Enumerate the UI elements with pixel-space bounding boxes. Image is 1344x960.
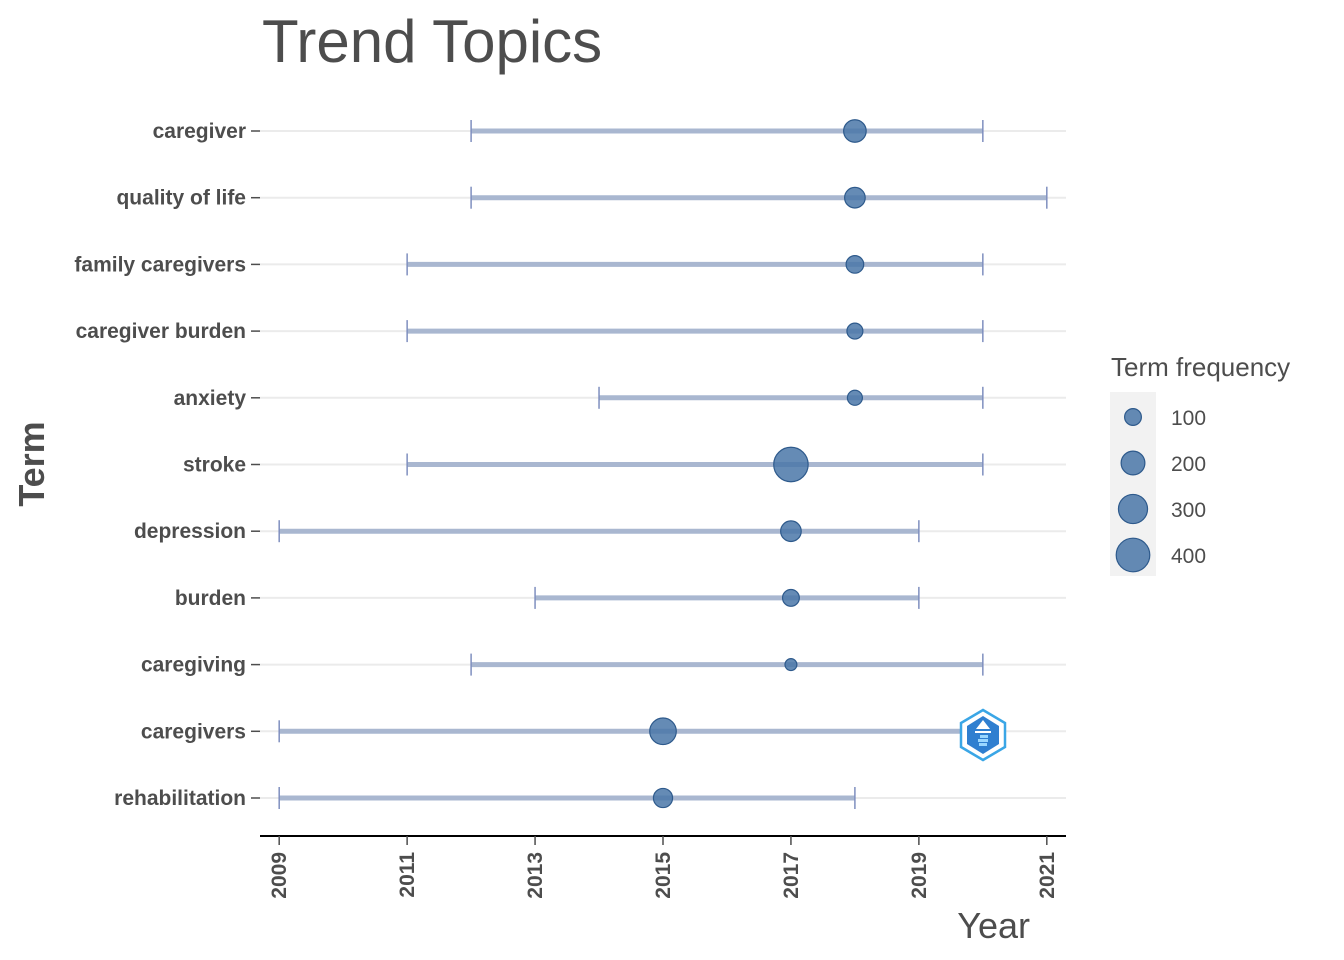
y-tick-label: stroke (183, 454, 246, 477)
frequency-point (649, 717, 677, 746)
x-axis: 2009 2011 2013 2015 2017 2019 2021 (260, 835, 1066, 899)
frequency-point (845, 254, 865, 274)
y-tick-label: burden (175, 587, 246, 610)
frequency-point (780, 520, 802, 543)
legend-title: Term frequency (1111, 352, 1290, 382)
y-tick-label: rehabilitation (114, 787, 246, 810)
y-tick-label: depression (134, 520, 246, 543)
x-tick-label: 2013 (524, 852, 547, 899)
legend-key (1123, 408, 1142, 427)
frequency-point (652, 787, 674, 809)
y-tick-label: anxiety (174, 387, 247, 410)
range-lines (278, 120, 1048, 809)
legend: Term frequency 100 200 300 400 (1110, 352, 1290, 576)
bibliometrix-logo-icon (959, 708, 1007, 762)
legend-key (1120, 450, 1146, 476)
y-tick-label: family caregivers (74, 253, 246, 276)
legend-key (1115, 537, 1151, 573)
x-tick-label: 2021 (1036, 852, 1059, 899)
x-tick-label: 2017 (780, 852, 803, 899)
y-tick-label: caregiving (141, 654, 246, 677)
y-tick-label: quality of life (116, 187, 246, 210)
chart-title: Trend Topics (262, 8, 602, 75)
x-tick-label: 2011 (396, 852, 419, 898)
legend-label: 400 (1171, 545, 1206, 568)
y-axis-label: Term (11, 421, 52, 506)
x-tick-label: 2019 (908, 852, 931, 899)
frequency-point (781, 588, 800, 607)
frequency-point (843, 119, 867, 143)
x-axis-label: Year (957, 905, 1030, 946)
y-axis-tick-labels: caregiver quality of life family caregiver… (74, 120, 260, 810)
frequency-point (846, 322, 864, 340)
legend-key (1117, 493, 1149, 525)
frequency-point (844, 186, 866, 209)
frequency-points (649, 119, 867, 809)
y-tick-label: caregiver burden (76, 320, 246, 343)
x-tick-label: 2009 (268, 852, 291, 899)
legend-label: 300 (1171, 499, 1206, 522)
legend-label: 200 (1171, 453, 1206, 476)
legend-label: 100 (1171, 407, 1206, 430)
frequency-point (784, 658, 798, 672)
frequency-point (846, 389, 864, 406)
frequency-point (773, 446, 809, 483)
x-tick-label: 2015 (652, 852, 675, 899)
y-tick-label: caregiver (153, 120, 246, 143)
y-tick-label: caregivers (141, 720, 246, 743)
